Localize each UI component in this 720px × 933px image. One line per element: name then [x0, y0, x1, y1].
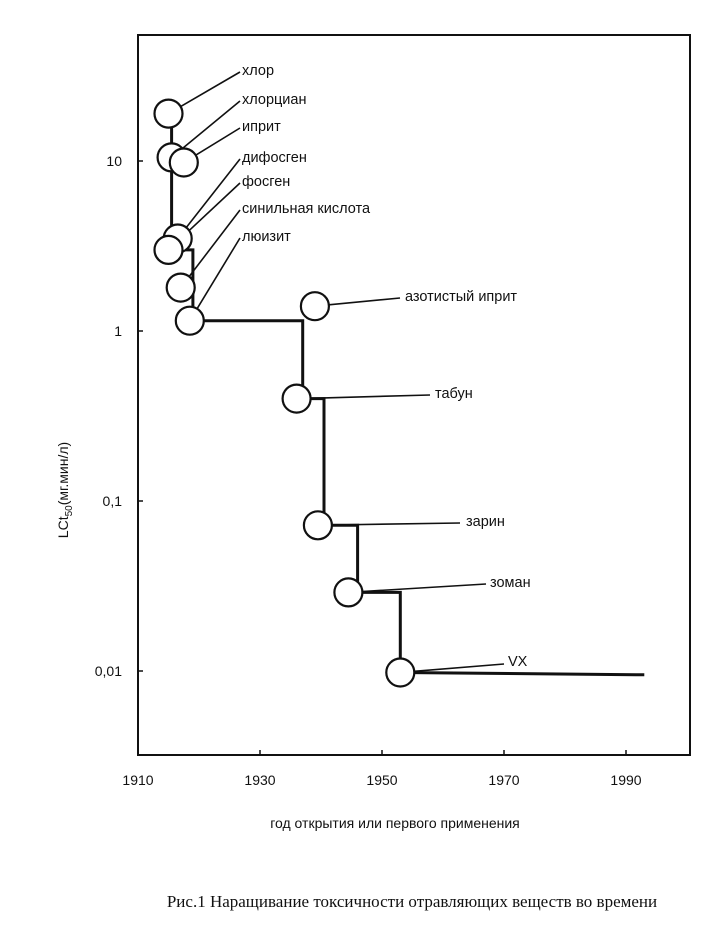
leader-line	[414, 663, 505, 673]
leader-line	[328, 297, 401, 306]
y-axis-title-unit: (мг.мин/л)	[55, 442, 71, 505]
toxicity-step-line	[170, 113, 645, 677]
leader-line	[196, 237, 241, 310]
leader-line	[310, 394, 431, 400]
agent-label: зарин	[466, 514, 505, 530]
y-tick-label: 0,1	[103, 493, 123, 509]
leader-line	[362, 583, 487, 593]
leader-line	[180, 71, 241, 108]
agent-point-marker	[153, 234, 184, 265]
agent-point-marker	[333, 577, 364, 608]
y-axis-title: LCt50(мг.мин/л)	[55, 442, 75, 538]
leader-line	[331, 522, 461, 526]
y-tick-label: 1	[114, 323, 122, 339]
agent-point-marker	[299, 291, 330, 322]
agent-label: зоман	[490, 575, 531, 591]
x-tick-label: 1950	[366, 772, 397, 788]
agent-label: табун	[435, 386, 473, 402]
y-axis-title-sub: 50	[64, 505, 75, 517]
plot-frame	[137, 34, 691, 756]
x-tick-label: 1990	[610, 772, 641, 788]
figure-caption: Рис.1 Наращивание токсичности отравляющи…	[167, 892, 657, 911]
x-tick-label: 1970	[488, 772, 519, 788]
leader-line	[185, 158, 241, 228]
leader-line	[188, 209, 241, 277]
agent-label: дифосген	[242, 150, 307, 166]
x-axis-title: год открытия или первого применения	[270, 815, 520, 831]
leader-line	[181, 100, 241, 150]
agent-label: иприт	[242, 119, 281, 135]
agent-point-marker	[174, 305, 205, 336]
agent-label: VX	[508, 654, 528, 670]
leader-line	[195, 127, 241, 156]
agent-point-marker	[385, 657, 416, 688]
agent-point-marker	[281, 383, 312, 414]
x-tick-label: 1930	[244, 772, 275, 788]
agent-point-marker	[153, 98, 184, 129]
agent-point-marker	[165, 272, 196, 303]
y-tick-label: 0,01	[95, 663, 122, 679]
agent-label: фосген	[242, 174, 290, 190]
agent-point-marker	[302, 510, 333, 541]
agent-label: люизит	[242, 229, 291, 245]
agent-label: азотистый иприт	[405, 289, 517, 305]
x-tick-label: 1910	[122, 772, 153, 788]
y-tick-label: 10	[106, 153, 122, 169]
agent-point-marker	[168, 147, 199, 178]
agent-label: хлорциан	[242, 92, 306, 108]
y-axis-title-main: LCt	[55, 516, 71, 538]
agent-label: синильная кислота	[242, 201, 371, 217]
agent-label: хлор	[242, 63, 274, 79]
